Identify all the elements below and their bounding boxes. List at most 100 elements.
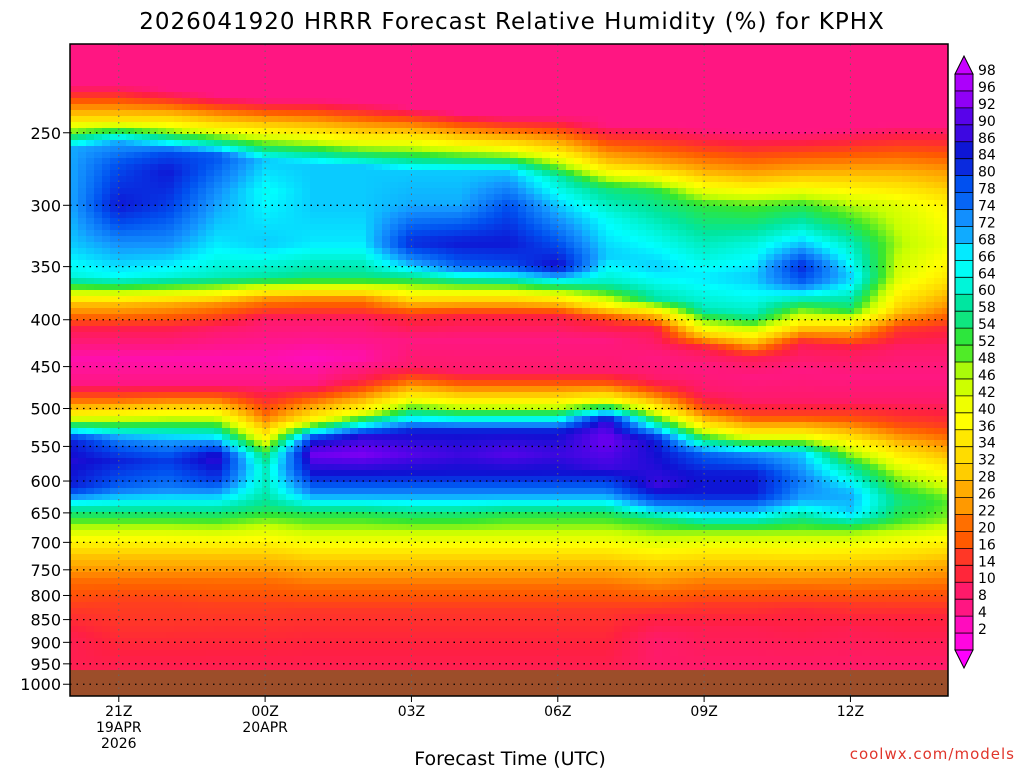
heat-cell <box>94 212 103 219</box>
heat-cell <box>86 476 95 483</box>
heat-cell <box>398 380 407 387</box>
heat-cell <box>382 248 391 255</box>
heat-cell <box>302 536 311 543</box>
heat-cell <box>190 242 199 249</box>
heat-cell <box>334 128 343 135</box>
heat-cell <box>374 548 383 555</box>
heat-cell <box>166 608 175 615</box>
heat-cell <box>350 296 359 303</box>
heat-cell <box>70 86 79 93</box>
heat-cell <box>150 392 159 399</box>
heat-cell <box>366 284 375 291</box>
heat-cell <box>326 104 335 111</box>
heat-cell <box>206 134 215 141</box>
heat-cell <box>406 446 415 453</box>
heat-cell <box>318 602 327 609</box>
heat-cell <box>278 620 287 627</box>
heat-cell <box>366 170 375 177</box>
heat-cell <box>358 506 367 513</box>
heat-cell <box>326 596 335 603</box>
heat-cell <box>238 488 247 495</box>
heat-cell <box>286 464 295 471</box>
heat-cell <box>366 506 375 513</box>
heat-cell <box>430 122 439 129</box>
heat-cell <box>398 356 407 363</box>
heat-cell <box>126 314 135 321</box>
heat-cell <box>246 92 255 99</box>
heat-cell <box>70 260 79 267</box>
heat-cell <box>78 284 87 291</box>
heat-cell <box>174 512 183 519</box>
heat-cell <box>406 182 415 189</box>
heat-cell <box>358 176 367 183</box>
heat-cell <box>134 116 143 123</box>
heat-cell <box>422 164 431 171</box>
heat-cell <box>230 392 239 399</box>
heat-cell <box>414 56 423 63</box>
heat-cell <box>350 632 359 639</box>
heat-cell <box>94 488 103 495</box>
heat-cell <box>102 152 111 159</box>
heat-cell <box>286 62 295 69</box>
heat-cell <box>270 80 279 87</box>
heat-cell <box>406 236 415 243</box>
heat-cell <box>222 536 231 543</box>
heat-cell <box>302 314 311 321</box>
heat-cell <box>366 164 375 171</box>
heat-cell <box>350 518 359 525</box>
heat-cell <box>382 416 391 423</box>
heat-cell <box>78 188 87 195</box>
heat-cell <box>118 428 127 435</box>
heat-cell <box>262 320 271 327</box>
heat-cell <box>94 446 103 453</box>
heat-cell <box>366 572 375 579</box>
heat-cell <box>374 620 383 627</box>
heat-cell <box>382 104 391 111</box>
heat-cell <box>430 50 439 57</box>
heat-cell <box>334 296 343 303</box>
heat-cell <box>302 128 311 135</box>
heat-cell <box>102 74 111 81</box>
heat-cell <box>262 392 271 399</box>
heat-cell <box>150 248 159 255</box>
heat-cell <box>166 386 175 393</box>
heat-cell <box>294 140 303 147</box>
heat-cell <box>246 338 255 345</box>
heat-cell <box>70 476 79 483</box>
heat-cell <box>430 476 439 483</box>
heat-cell <box>174 50 183 57</box>
heat-cell <box>238 344 247 351</box>
heat-cell <box>94 110 103 117</box>
heat-cell <box>262 164 271 171</box>
heat-cell <box>70 542 79 549</box>
heat-cell <box>94 272 103 279</box>
heat-cell <box>190 74 199 81</box>
heat-cell <box>406 608 415 615</box>
heat-cell <box>190 236 199 243</box>
heat-cell <box>430 98 439 105</box>
heat-cell <box>286 224 295 231</box>
heat-cell <box>78 116 87 123</box>
heat-cell <box>366 428 375 435</box>
heat-cell <box>406 224 415 231</box>
heat-cell <box>414 206 423 213</box>
heat-cell <box>158 428 167 435</box>
heat-cell <box>206 230 215 237</box>
heat-cell <box>110 122 119 129</box>
heat-cell <box>294 332 303 339</box>
heat-cell <box>230 344 239 351</box>
heat-cell <box>326 662 335 669</box>
heat-cell <box>126 572 135 579</box>
heat-cell <box>374 194 383 201</box>
heat-cell <box>182 158 191 165</box>
heat-cell <box>78 362 87 369</box>
heat-cell <box>406 74 415 81</box>
heat-cell <box>246 506 255 513</box>
heat-cell <box>94 170 103 177</box>
heat-cell <box>206 56 215 63</box>
heat-cell <box>214 482 223 489</box>
heat-cell <box>358 596 367 603</box>
heat-cell <box>294 476 303 483</box>
heat-cell <box>366 200 375 207</box>
heat-cell <box>406 164 415 171</box>
